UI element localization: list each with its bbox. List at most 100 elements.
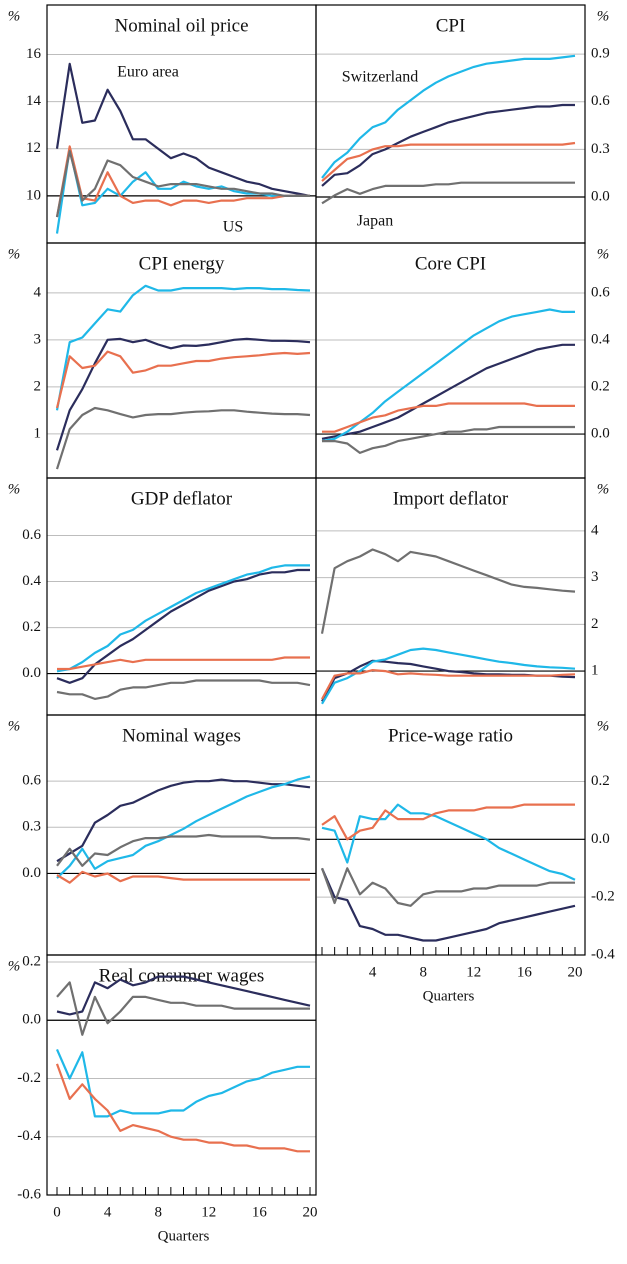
y-unit: %: [597, 718, 610, 734]
series-line: [56, 833, 311, 867]
series-line: [55, 406, 311, 470]
y-tick-label: 4: [34, 284, 42, 300]
series-line: [55, 1063, 310, 1153]
series-line: [321, 308, 575, 443]
y-unit: %: [8, 8, 21, 24]
y-tick-label: 16: [26, 46, 42, 62]
series-line: [322, 402, 575, 433]
series-line: [56, 975, 311, 1016]
panel-title: Core CPI: [415, 253, 486, 274]
x-tick-label: 12: [466, 964, 481, 980]
series-line: [55, 62, 311, 197]
y-tick-label: 0.3: [591, 141, 610, 157]
panel-frame: [46, 954, 317, 1196]
panel-frame: [315, 477, 586, 716]
series-line: [55, 145, 310, 218]
series-line: [56, 679, 311, 700]
panel-title: GDP deflator: [131, 488, 233, 509]
y-unit: %: [8, 246, 21, 262]
y-tick-label: 0.0: [591, 425, 610, 441]
series-line: [55, 337, 311, 451]
x-tick-label: 16: [252, 1204, 268, 1220]
series-line: [321, 803, 576, 881]
series-line: [322, 425, 575, 454]
series-line: [55, 150, 310, 218]
y-tick-label: 2: [34, 378, 42, 394]
y-tick-label: 0.6: [22, 527, 41, 543]
x-tick-label: 0: [53, 1204, 61, 1220]
y-tick-label: 12: [26, 140, 41, 156]
panel-frame: [46, 242, 317, 479]
y-tick-label: 0.0: [591, 831, 610, 847]
x-tick-label: 4: [369, 964, 377, 980]
series-line: [57, 656, 310, 671]
panel-title: Import deflator: [393, 488, 509, 509]
y-tick-label: 0.0: [22, 865, 41, 881]
y-tick-label: 0.2: [591, 378, 610, 394]
panel-title: CPI energy: [139, 253, 225, 274]
series-line: [321, 103, 575, 187]
y-unit: %: [8, 718, 21, 734]
series-line: [55, 284, 311, 411]
series-label: Euro area: [117, 64, 179, 81]
series-line: [56, 564, 310, 673]
y-unit: %: [8, 481, 21, 497]
y-tick-label: 4: [591, 522, 599, 538]
series-line: [55, 147, 310, 234]
series-line: [321, 669, 576, 700]
y-tick-label: 2: [591, 616, 599, 632]
y-tick-label: 0.0: [22, 1012, 41, 1028]
y-tick-label: 0.2: [22, 619, 41, 635]
y-tick-label: 0.2: [22, 953, 41, 969]
series-line: [321, 54, 576, 179]
series-line: [56, 568, 310, 684]
x-tick-label: 16: [517, 964, 533, 980]
panel-frame: [315, 4, 586, 244]
series-line: [320, 867, 575, 907]
series-line: [321, 141, 576, 182]
y-tick-label: 10: [26, 187, 41, 203]
y-tick-label: 0.4: [22, 573, 41, 589]
series-line: [320, 867, 576, 942]
y-tick-label: -0.6: [17, 1186, 41, 1202]
y-tick-label: 1: [34, 425, 42, 441]
y-tick-label: 0.0: [591, 188, 610, 204]
x-axis-label: Quarters: [158, 1228, 210, 1244]
series-line: [56, 778, 311, 863]
y-tick-label: 0.2: [591, 773, 610, 789]
x-tick-label: 12: [201, 1204, 216, 1220]
panel-title: CPI: [436, 15, 466, 36]
y-unit: %: [597, 246, 610, 262]
x-tick-label: 20: [303, 1204, 318, 1220]
panel-frame: [315, 714, 586, 956]
series-line: [56, 981, 310, 1036]
series-line: [321, 803, 575, 841]
x-tick-label: 4: [104, 1204, 112, 1220]
y-tick-label: 0.6: [591, 93, 610, 109]
series-line: [55, 1048, 310, 1118]
panel-frame: [46, 4, 317, 244]
series-line: [321, 181, 575, 205]
y-tick-label: 0.9: [591, 46, 610, 62]
x-tick-label: 8: [154, 1204, 162, 1220]
x-axis-label: Quarters: [423, 988, 475, 1004]
y-tick-label: -0.4: [591, 946, 615, 962]
y-tick-label: 3: [34, 331, 42, 347]
series-line: [56, 775, 311, 879]
y-tick-label: -0.2: [591, 889, 615, 905]
panel-frame: [315, 242, 586, 479]
y-tick-label: -0.2: [17, 1070, 41, 1086]
series-line: [55, 350, 311, 409]
y-unit: %: [8, 958, 21, 974]
series-line: [320, 548, 576, 634]
panel-frame: [46, 477, 317, 716]
y-tick-label: -0.4: [17, 1128, 41, 1144]
y-tick-label: 3: [591, 569, 599, 585]
y-tick-label: 0.3: [22, 819, 41, 835]
panel-title: Nominal oil price: [114, 15, 248, 36]
y-tick-label: 0.6: [591, 284, 610, 300]
x-tick-label: 8: [419, 964, 427, 980]
x-tick-label: 20: [568, 964, 583, 980]
y-unit: %: [597, 8, 610, 24]
